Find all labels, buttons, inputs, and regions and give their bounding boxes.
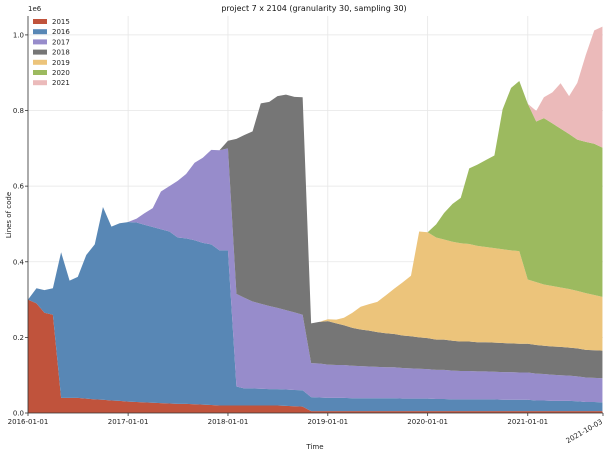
area-series-2017 (28, 148, 603, 403)
area-series-group (28, 26, 603, 413)
x-tick-label: 2021-01-01 (507, 418, 548, 426)
legend-swatch-2018 (33, 49, 47, 55)
y-tick-label: 0.2 (13, 334, 24, 342)
area-series-2018 (28, 94, 603, 379)
area-series-2015 (28, 299, 603, 413)
x-tick-label: 2021-10-03 (565, 418, 604, 445)
legend-label-2016: 2016 (52, 28, 70, 36)
y-tick-label: 1.0 (13, 31, 24, 39)
legend: 2015 2016 2017 2018 2019 2020 2021 (33, 18, 70, 87)
y-tick-label: 0.4 (13, 258, 25, 266)
y-axis-multiplier: 1e6 (28, 5, 42, 13)
area-series-2019 (28, 94, 603, 351)
y-tick-label: 0.6 (13, 183, 25, 191)
legend-label-2020: 2020 (52, 69, 70, 77)
x-tick-label: 2017-01-01 (108, 418, 149, 426)
area-series-2020 (28, 81, 603, 324)
x-tick-label: 2019-01-01 (307, 418, 348, 426)
legend-label-2015: 2015 (52, 18, 70, 26)
legend-label-2021: 2021 (52, 79, 70, 87)
y-tick-label: 0.8 (13, 107, 24, 115)
x-tick-label: 2016-01-01 (8, 418, 49, 426)
x-tick-label: 2018-01-01 (208, 418, 249, 426)
legend-swatch-2021 (33, 80, 47, 86)
legend-swatch-2020 (33, 70, 47, 75)
legend-label-2019: 2019 (52, 59, 70, 67)
legend-swatch-2016 (33, 29, 47, 35)
y-tick-label: 0.0 (13, 410, 24, 418)
y-axis-label: Lines of code (5, 192, 13, 238)
x-axis-label: Time (305, 443, 323, 451)
area-series-2016 (28, 206, 603, 412)
legend-label-2017: 2017 (52, 38, 70, 46)
legend-swatch-2015 (33, 19, 47, 24)
legend-swatch-2019 (33, 59, 47, 65)
legend-swatch-2017 (33, 39, 47, 45)
chart-title: project 7 x 2104 (granularity 30, sampli… (221, 4, 406, 13)
x-tick-label: 2020-01-01 (407, 418, 448, 426)
legend-label-2018: 2018 (52, 49, 70, 57)
